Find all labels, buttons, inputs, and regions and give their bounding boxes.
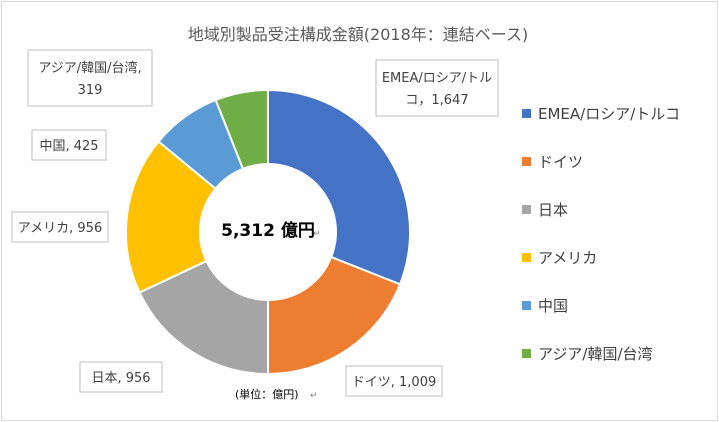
legend-label: 中国 — [538, 297, 568, 315]
data-label-text: EMEA/ロシア/トル — [382, 71, 492, 86]
data-label-box — [27, 49, 153, 107]
slice-asia — [214, 88, 269, 171]
legend-item-asia: アジア/韓国/台湾 — [522, 345, 653, 363]
data-label-box — [31, 129, 107, 161]
data-label-usa: アメリカ, 956 — [11, 211, 109, 243]
legend-swatch — [522, 157, 531, 166]
legend-swatch — [522, 109, 531, 118]
data-label-text: 319 — [78, 83, 103, 98]
data-label-japan: 日本, 956 — [79, 361, 163, 393]
legend-swatch — [522, 253, 531, 262]
donut-slices — [125, 88, 411, 376]
data-label-box — [345, 365, 443, 397]
legend-swatch — [522, 205, 531, 214]
data-label-text: 日本, 956 — [91, 371, 150, 386]
slice-germany — [267, 255, 402, 376]
legend-label: アメリカ — [538, 249, 597, 267]
data-label-text: コ，1,647 — [405, 93, 468, 108]
legend-label: EMEA/ロシア/トルコ — [538, 105, 680, 123]
legend-label: アジア/韓国/台湾 — [538, 345, 653, 363]
data-label-box — [375, 59, 499, 117]
slice-japan — [138, 259, 269, 376]
legend-item-japan: 日本 — [522, 201, 568, 219]
legend-item-emea: EMEA/ロシア/トルコ — [522, 105, 680, 123]
unit-note: (単位：億円) — [235, 387, 299, 401]
legend-item-germany: ドイツ — [522, 153, 583, 171]
data-label-text: アメリカ, 956 — [18, 221, 102, 236]
legend-item-china: 中国 — [522, 297, 568, 315]
data-labels: EMEA/ロシア/トルコ，1,647 ドイツ, 1,009 日本, 956 アメリカ,… — [11, 49, 499, 397]
legend-label: 日本 — [538, 201, 568, 219]
return-mark-icon: ↵ — [313, 229, 321, 239]
data-label-text: 中国, 425 — [39, 139, 98, 154]
chart-title: 地域別製品受注構成金額(2018年：連結ベース) — [188, 25, 528, 44]
data-label-asia: アジア/韓国/台湾, 319 — [27, 49, 153, 107]
data-label-box — [11, 211, 109, 243]
data-label-text: ドイツ, 1,009 — [352, 375, 436, 390]
slice-emea — [267, 88, 411, 286]
data-label-china: 中国, 425 — [31, 129, 107, 161]
data-label-text: アジア/韓国/台湾, — [38, 60, 141, 76]
data-label-germany: ドイツ, 1,009 — [345, 365, 443, 397]
legend-swatch — [522, 301, 531, 310]
data-label-emea: EMEA/ロシア/トルコ，1,647 — [375, 59, 499, 117]
data-label-box — [79, 361, 163, 393]
return-mark-icon: ↵ — [310, 391, 318, 401]
legend-item-usa: アメリカ — [522, 249, 597, 267]
center-total-label: 5,312 億円 — [221, 220, 315, 241]
legend-swatch — [522, 349, 531, 358]
slice-usa — [125, 140, 217, 294]
legend-label: ドイツ — [538, 153, 583, 171]
